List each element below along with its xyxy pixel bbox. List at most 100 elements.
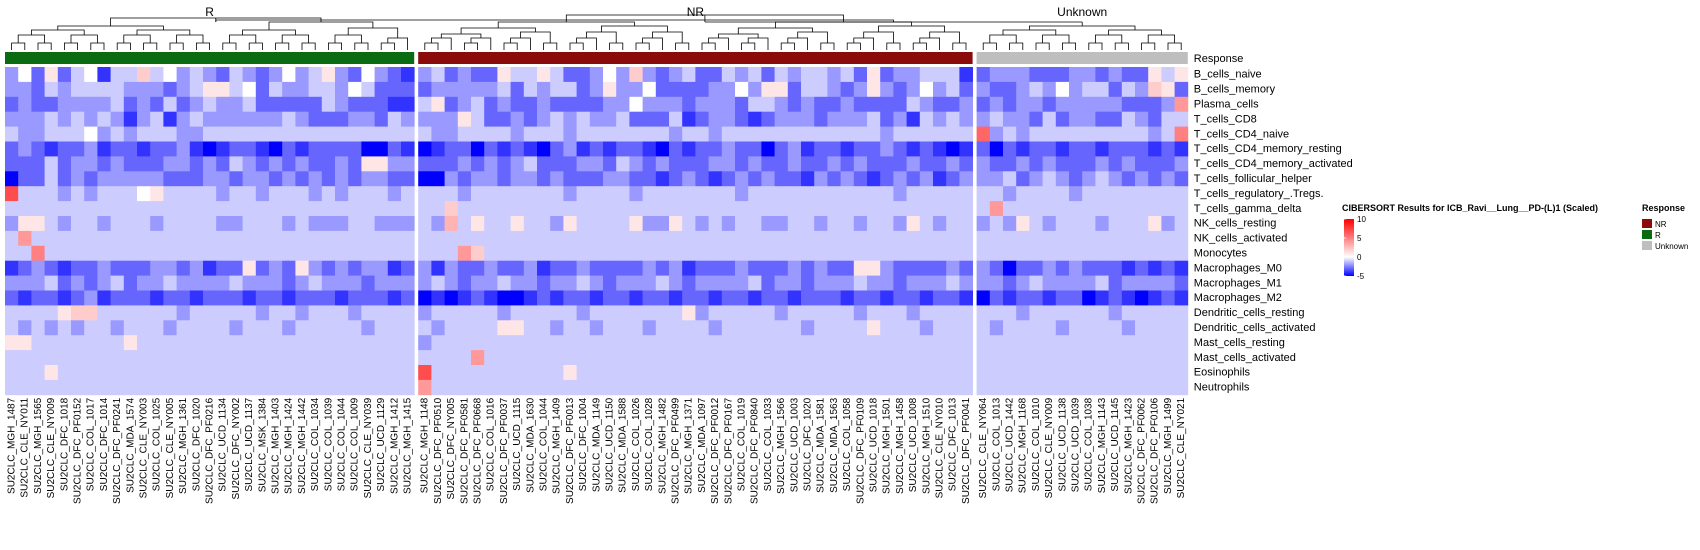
heatmap-cell xyxy=(976,320,991,336)
heatmap-cell xyxy=(457,126,472,142)
heatmap-cell xyxy=(682,305,696,321)
heatmap-cell xyxy=(203,290,217,306)
heatmap-cell xyxy=(229,141,243,157)
heatmap-cell xyxy=(282,230,296,247)
heatmap-cell xyxy=(255,141,270,157)
heatmap-cell xyxy=(1148,81,1162,98)
heatmap-cell xyxy=(919,111,934,127)
heatmap-cell xyxy=(1135,305,1149,321)
heatmap-cell xyxy=(629,379,643,396)
heatmap-cell xyxy=(735,156,749,172)
heatmap-cell xyxy=(1042,320,1057,336)
heatmap-cell xyxy=(1003,67,1017,83)
heatmap-cell xyxy=(387,81,402,98)
heatmap-cell xyxy=(748,365,762,381)
column-label: SU2CLC_DFC_PF0013 xyxy=(565,397,576,504)
heatmap-cell xyxy=(603,260,617,276)
heatmap-cell xyxy=(444,186,459,202)
heatmap-cell xyxy=(853,111,868,127)
heatmap-cell xyxy=(1003,156,1017,172)
heatmap-cell xyxy=(989,350,1004,366)
heatmap-cell xyxy=(989,96,1004,113)
heatmap-cell xyxy=(269,171,283,187)
heatmap-cell xyxy=(906,201,921,217)
heatmap-cell xyxy=(1082,216,1096,232)
colorbar-tick-label: 0 xyxy=(1357,253,1362,262)
heatmap-cell xyxy=(695,365,709,381)
heatmap-cell xyxy=(1003,260,1017,276)
heatmap-cell xyxy=(321,335,336,351)
dendrogram-branch xyxy=(1147,34,1175,43)
heatmap-cell xyxy=(255,201,270,217)
heatmap-cell xyxy=(282,260,296,276)
heatmap-cell xyxy=(431,67,445,83)
heatmap-cell xyxy=(550,290,564,306)
heatmap-cell xyxy=(374,141,389,157)
dendrogram-branch xyxy=(440,33,482,38)
heatmap-cell xyxy=(840,245,855,262)
heatmap-cell xyxy=(110,156,125,172)
heatmap-cell xyxy=(616,126,630,142)
heatmap-cell xyxy=(642,126,657,142)
heatmap-cell xyxy=(203,171,217,187)
heatmap-cell xyxy=(401,290,415,306)
heatmap-cell xyxy=(471,365,485,381)
heatmap-cell xyxy=(1174,230,1189,247)
heatmap-cell xyxy=(840,230,855,247)
heatmap-cell xyxy=(242,230,257,247)
heatmap-cell xyxy=(1016,81,1030,98)
heatmap-cell xyxy=(123,67,138,83)
heatmap-cell xyxy=(893,245,907,262)
heatmap-cell xyxy=(550,216,564,232)
heatmap-cell xyxy=(335,171,349,187)
dendrogram-branch xyxy=(863,31,894,43)
heatmap-cell xyxy=(1148,350,1162,366)
heatmap-cell xyxy=(616,365,630,381)
heatmap-cell xyxy=(642,350,657,366)
heatmap-cell xyxy=(1148,67,1162,83)
heatmap-cell xyxy=(282,126,296,142)
heatmap-cell xyxy=(589,156,604,172)
heatmap-cell xyxy=(176,335,191,351)
heatmap-cell xyxy=(629,171,643,187)
heatmap-cell xyxy=(97,156,111,172)
heatmap-cell xyxy=(1161,67,1175,83)
row-label: T_cells_CD8 xyxy=(1194,113,1257,125)
heatmap-cell xyxy=(401,126,415,142)
heatmap-cell xyxy=(308,111,323,127)
heatmap-cell xyxy=(1108,260,1123,276)
heatmap-cell xyxy=(959,67,973,83)
heatmap-cell xyxy=(708,335,723,351)
heatmap-cell xyxy=(361,275,375,291)
heatmap-cell xyxy=(335,81,349,98)
heatmap-cell xyxy=(576,245,591,262)
heatmap-cell xyxy=(576,201,591,217)
heatmap-cell xyxy=(563,350,577,366)
heatmap-cell xyxy=(1108,141,1123,157)
heatmap-cell xyxy=(867,305,881,321)
heatmap-cell xyxy=(550,365,564,381)
heatmap-cell xyxy=(976,245,991,262)
heatmap-cell xyxy=(321,260,336,276)
heatmap-cell xyxy=(695,230,709,247)
heatmap-cell xyxy=(31,216,45,232)
dendrogram-branch xyxy=(1114,42,1129,50)
heatmap-cell xyxy=(1055,245,1070,262)
heatmap-cell xyxy=(216,260,230,276)
heatmap-cell xyxy=(1042,67,1057,83)
heatmap-cell xyxy=(933,260,947,276)
heatmap-cell xyxy=(123,245,138,262)
heatmap-cell xyxy=(867,245,881,262)
heatmap-cell xyxy=(497,260,511,276)
heatmap-cell xyxy=(1055,335,1070,351)
heatmap-cell xyxy=(269,141,283,157)
heatmap-cell xyxy=(84,350,98,366)
group-title: NR xyxy=(687,5,705,19)
heatmap-cell xyxy=(123,111,138,127)
heatmap-cell xyxy=(471,156,485,172)
heatmap-cell xyxy=(5,96,19,113)
heatmap-cell xyxy=(867,126,881,142)
heatmap-cell xyxy=(589,245,604,262)
heatmap-cell xyxy=(655,111,670,127)
heatmap-cell xyxy=(814,156,828,172)
